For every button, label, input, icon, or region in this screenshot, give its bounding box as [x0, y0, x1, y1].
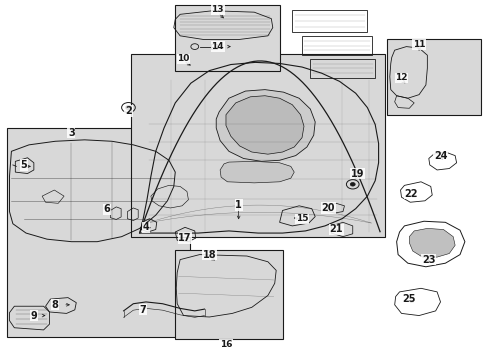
Text: 17: 17 [178, 233, 191, 243]
Circle shape [349, 183, 354, 186]
Polygon shape [408, 228, 454, 257]
Polygon shape [220, 161, 294, 183]
Text: 13: 13 [211, 5, 224, 14]
Text: 25: 25 [402, 294, 415, 304]
Text: 18: 18 [202, 249, 216, 260]
Text: 6: 6 [103, 204, 110, 215]
Text: 15: 15 [295, 214, 307, 223]
Text: 23: 23 [421, 255, 435, 265]
Text: 14: 14 [211, 42, 224, 51]
Text: 16: 16 [219, 340, 232, 349]
Bar [386, 40, 480, 115]
Text: 3: 3 [68, 128, 75, 138]
Text: 2: 2 [125, 106, 132, 116]
Text: 8: 8 [52, 300, 59, 310]
Text: 24: 24 [433, 150, 447, 161]
Bar [175, 250, 282, 338]
Text: 9: 9 [30, 311, 37, 320]
Text: 20: 20 [321, 203, 334, 213]
Text: 19: 19 [350, 168, 364, 179]
Polygon shape [225, 96, 304, 154]
Bar [131, 54, 384, 237]
Text: 11: 11 [412, 40, 425, 49]
Text: 10: 10 [177, 54, 189, 63]
Text: 7: 7 [140, 305, 146, 315]
Text: 21: 21 [329, 225, 342, 234]
Bar [175, 5, 279, 71]
Bar [211, 44, 217, 49]
Polygon shape [216, 90, 315, 161]
Text: 5: 5 [20, 160, 27, 170]
Text: 4: 4 [142, 222, 149, 232]
Text: 12: 12 [394, 73, 407, 82]
Circle shape [125, 105, 131, 110]
Bar [6, 128, 189, 337]
Text: 22: 22 [404, 189, 417, 199]
Text: 1: 1 [235, 200, 242, 210]
